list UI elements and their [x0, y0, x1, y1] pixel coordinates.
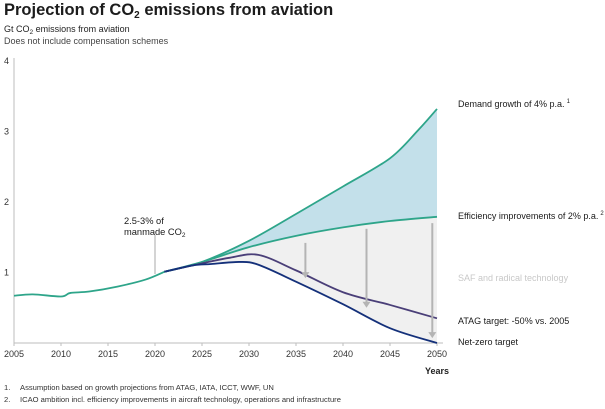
- reduction-arrow-head-2: [362, 301, 371, 308]
- footnote-2: 2. ICAO ambition incl. efficiency improve…: [4, 395, 341, 404]
- series-line-net-zero: [164, 261, 438, 344]
- area-fills: [164, 108, 437, 343]
- reduction-arrows: [301, 223, 437, 339]
- footnote-1-text: Assumption based on growth projections f…: [20, 383, 274, 392]
- chart-title-prefix: Projection of CO: [4, 1, 135, 19]
- annotation-line-1: 2.5-3% of: [124, 216, 164, 226]
- footnote-2-text: ICAO ambition incl. efficiency improveme…: [20, 395, 341, 404]
- chart-title: Projection of CO2 emissions from aviatio…: [4, 1, 334, 21]
- footnote-1-number: 1.: [4, 383, 11, 392]
- chart-title-sub: 2: [134, 10, 140, 21]
- x-tick-label-2045: 2045: [380, 349, 400, 359]
- series-line-historical: [13, 270, 165, 298]
- axes: 2005 2010 2015 2020 2025 2030 2035 2040 2045 2050…: [4, 56, 449, 376]
- series-label-efficiency-footnote: 2: [600, 211, 604, 217]
- y-axis-label-suffix: emissions from aviation: [33, 24, 130, 34]
- demand-growth-area: [164, 108, 437, 272]
- reduction-arrow-head-1: [301, 272, 310, 279]
- y-axis-label-prefix: Gt CO: [4, 24, 30, 34]
- x-tick-label-2040: 2040: [333, 349, 353, 359]
- x-tick-label-2030: 2030: [239, 349, 259, 359]
- chart-title-suffix: emissions from aviation: [139, 1, 334, 19]
- series-lines: [13, 108, 438, 344]
- x-tick-label-2025: 2025: [192, 349, 212, 359]
- series-line-atag-target: [164, 253, 438, 320]
- series-label-net-zero: Net-zero target: [458, 337, 519, 347]
- series-label-atag-target: ATAG target: -50% vs. 2005: [458, 316, 569, 326]
- x-tick-label-2035: 2035: [286, 349, 306, 359]
- y-tick-label-3: 3: [4, 127, 9, 137]
- series-line-efficiency: [164, 215, 438, 273]
- footnote-1: 1. Assumption based on growth projections…: [4, 383, 274, 392]
- x-tick-label-2005: 2005: [4, 349, 24, 359]
- annotation-subscript: 2: [182, 232, 186, 239]
- y-tick-label-4: 4: [4, 56, 9, 66]
- series-label-efficiency: Efficiency improvements of 2% p.a. 2: [458, 211, 604, 221]
- saf-technology-area: [164, 216, 437, 343]
- y-axis-label: Gt CO2 emissions from aviation: [4, 24, 130, 36]
- annotation-line-2: manmade CO2: [124, 227, 186, 239]
- chart-subtitle: Does not include compensation schemes: [4, 36, 169, 46]
- series-label-demand-growth-footnote: 1: [567, 99, 571, 105]
- y-axis-label-sub: 2: [29, 29, 34, 36]
- series-label-demand-growth: Demand growth of 4% p.a. 1: [458, 99, 571, 109]
- x-tick-label-2010: 2010: [51, 349, 71, 359]
- y-tick-label-1: 1: [4, 268, 9, 278]
- x-tick-label-2020: 2020: [145, 349, 165, 359]
- reduction-arrow-head-3: [428, 332, 437, 339]
- region-label-saf: SAF and radical technology: [458, 273, 569, 283]
- y-tick-label-2: 2: [4, 197, 9, 207]
- footnote-2-number: 2.: [4, 395, 11, 404]
- x-tick-label-2015: 2015: [98, 349, 118, 359]
- x-axis-title: Years: [425, 366, 449, 376]
- x-tick-label-2050: 2050: [427, 349, 447, 359]
